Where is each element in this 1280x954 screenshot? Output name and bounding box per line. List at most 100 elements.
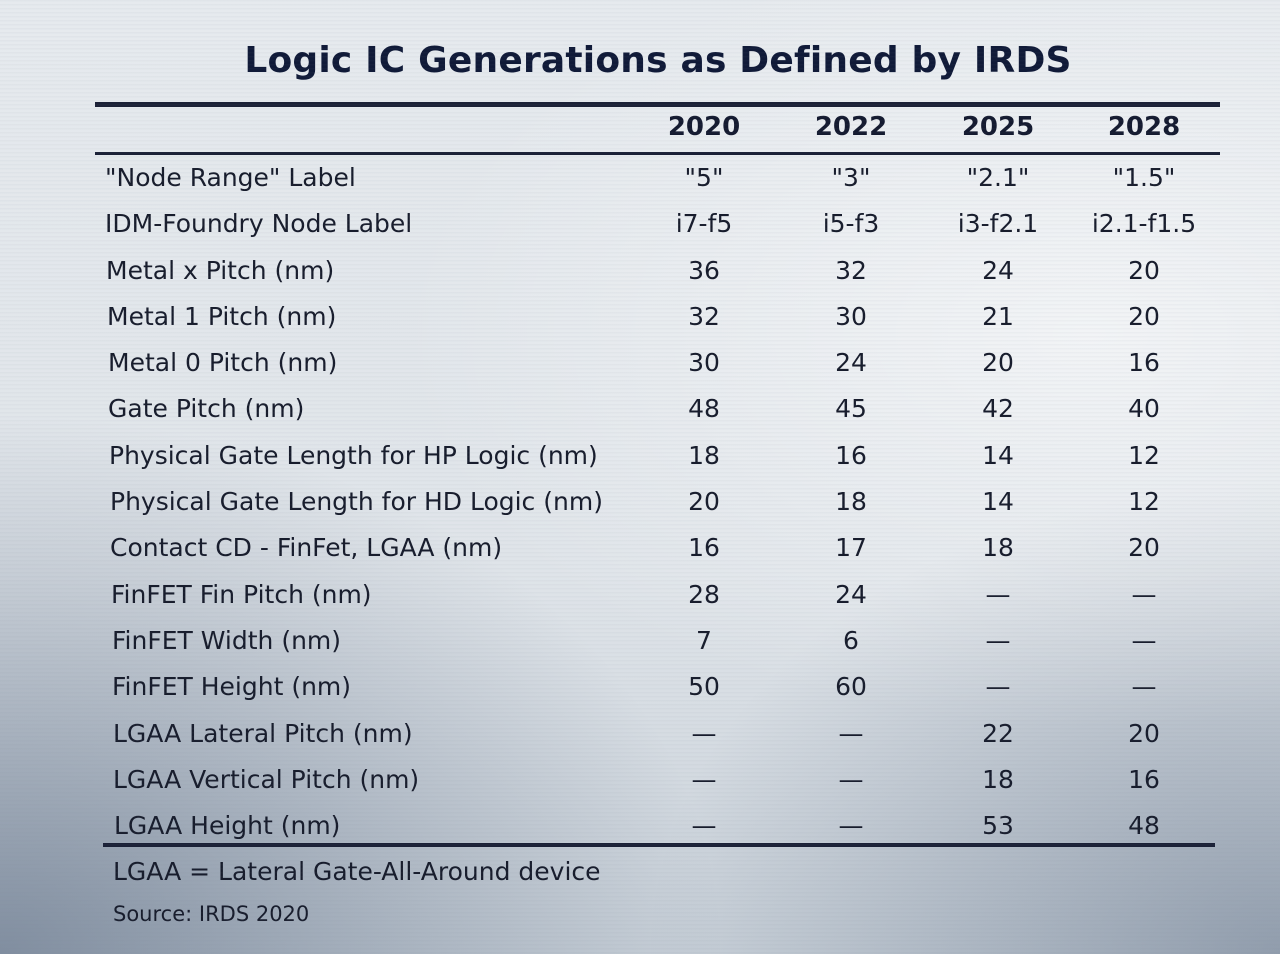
table-row: Physical Gate Length for HD Logic (nm) 20…	[0, 481, 1280, 527]
table-cell: 18	[835, 487, 867, 517]
table-cell: 24	[835, 579, 867, 609]
table-row: LGAA Lateral Pitch (nm) — — 22 20	[0, 713, 1280, 759]
table-row: FinFET Fin Pitch (nm) 28 24 — —	[0, 574, 1280, 620]
table-cell: 6	[843, 625, 859, 655]
table-cell: —	[985, 625, 1011, 655]
table-cell: 50	[688, 672, 720, 702]
table-cell: —	[691, 811, 717, 841]
table-row: FinFET Height (nm) 50 60 — —	[0, 666, 1280, 712]
table-cell: 20	[688, 487, 720, 517]
table-row: LGAA Height (nm) — — 53 48	[0, 805, 1280, 851]
table-row: Physical Gate Length for HP Logic (nm) 18…	[0, 435, 1280, 481]
table-cell: i5-f3	[822, 209, 880, 239]
table-cell: —	[838, 718, 864, 748]
table-cell: 20	[1128, 255, 1160, 285]
row-label: LGAA Lateral Pitch (nm)	[113, 718, 413, 748]
table-cell: i2.1-f1.5	[1091, 209, 1197, 239]
table-cell: 24	[982, 255, 1014, 285]
table-cell: 20	[1128, 718, 1160, 748]
top-rule	[95, 102, 1220, 107]
table-cell: 12	[1128, 440, 1160, 470]
bottom-rule	[103, 843, 1215, 847]
footnote: LGAA = Lateral Gate-All-Around device	[113, 857, 601, 886]
table-row: "Node Range" Label "5" "3" "2.1" "1.5"	[0, 157, 1280, 203]
table-cell: 40	[1128, 394, 1160, 424]
row-label: FinFET Height (nm)	[112, 672, 352, 702]
row-label: IDM-Foundry Node Label	[105, 209, 413, 239]
table-row: IDM-Foundry Node Label i7-f5 i5-f3 i3-f2.1 i…	[0, 203, 1280, 249]
table-cell: "1.5"	[1112, 163, 1176, 192]
table-cell: 32	[835, 255, 867, 285]
table-cell: 20	[982, 348, 1014, 378]
table-cell: 18	[982, 764, 1014, 794]
source-note: Source: IRDS 2020	[113, 902, 310, 926]
table-cell: 20	[1128, 533, 1160, 563]
table-cell: 30	[835, 301, 867, 331]
table-cell: —	[1131, 625, 1157, 655]
table-body: "Node Range" Label "5" "3" "2.1" "1.5" IDM-Fo…	[0, 157, 1280, 851]
header-rule	[95, 152, 1220, 155]
table-cell: 14	[982, 487, 1014, 517]
table-cell: 48	[1128, 811, 1160, 841]
table-cell: i7-f5	[675, 209, 733, 239]
table-cell: 18	[688, 440, 720, 470]
table-cell: 7	[696, 625, 712, 655]
row-label: LGAA Height (nm)	[114, 811, 341, 841]
table-cell: 28	[688, 579, 720, 609]
table-header: 2020 2022 2025 2028	[0, 112, 1280, 150]
table-cell: "5"	[684, 163, 724, 192]
table-row: Gate Pitch (nm) 48 45 42 40	[0, 388, 1280, 434]
column-header-2022: 2022	[814, 112, 888, 142]
row-label: FinFET Fin Pitch (nm)	[111, 579, 372, 609]
row-label: Metal 0 Pitch (nm)	[108, 348, 338, 378]
table-cell: 20	[1128, 301, 1160, 331]
table-cell: —	[985, 579, 1011, 609]
table-cell: —	[1131, 579, 1157, 609]
table-cell: 16	[1128, 348, 1160, 378]
table-cell: —	[838, 764, 864, 794]
table-cell: 53	[982, 811, 1014, 841]
table-cell: —	[1131, 672, 1157, 702]
table-cell: 30	[688, 348, 720, 378]
table-row: Metal 0 Pitch (nm) 30 24 20 16	[0, 342, 1280, 388]
table-cell: —	[691, 764, 717, 794]
row-label: Metal x Pitch (nm)	[106, 255, 335, 285]
column-header-2020: 2020	[667, 112, 741, 142]
table-cell: —	[838, 811, 864, 841]
table-cell: 21	[982, 301, 1014, 331]
column-header-2025: 2025	[961, 112, 1035, 142]
table-cell: 42	[982, 394, 1014, 424]
row-label: Metal 1 Pitch (nm)	[107, 301, 337, 331]
table-row: LGAA Vertical Pitch (nm) — — 18 16	[0, 759, 1280, 805]
table-cell: —	[691, 718, 717, 748]
row-label: FinFET Width (nm)	[112, 625, 342, 655]
table-cell: 16	[835, 440, 867, 470]
row-label: "Node Range" Label	[105, 163, 356, 192]
table-cell: 14	[982, 440, 1014, 470]
table-cell: 60	[835, 672, 867, 702]
table-cell: 36	[688, 255, 720, 285]
table-cell: "3"	[831, 163, 871, 192]
table-cell: 17	[835, 533, 867, 563]
table-row: FinFET Width (nm) 7 6 — —	[0, 620, 1280, 666]
table-cell: "2.1"	[966, 163, 1030, 192]
column-header-2028: 2028	[1107, 112, 1181, 142]
table-cell: 45	[835, 394, 867, 424]
table-cell: 22	[982, 718, 1014, 748]
table-row: Metal 1 Pitch (nm) 32 30 21 20	[0, 296, 1280, 342]
table-cell: 32	[688, 301, 720, 331]
table-cell: 48	[688, 394, 720, 424]
row-label: Physical Gate Length for HD Logic (nm)	[110, 487, 603, 517]
table-cell: 24	[835, 348, 867, 378]
table-row: Metal x Pitch (nm) 36 32 24 20	[0, 250, 1280, 296]
table-cell: —	[985, 672, 1011, 702]
table-cell: 16	[688, 533, 720, 563]
table-cell: 18	[982, 533, 1014, 563]
row-label: Contact CD - FinFet, LGAA (nm)	[110, 533, 503, 563]
row-label: LGAA Vertical Pitch (nm)	[113, 764, 420, 794]
table-title: Logic IC Generations as Defined by IRDS	[244, 40, 1072, 81]
table-cell: 16	[1128, 764, 1160, 794]
table-cell: 12	[1128, 487, 1160, 517]
table-row: Contact CD - FinFet, LGAA (nm) 16 17 18 20	[0, 527, 1280, 573]
